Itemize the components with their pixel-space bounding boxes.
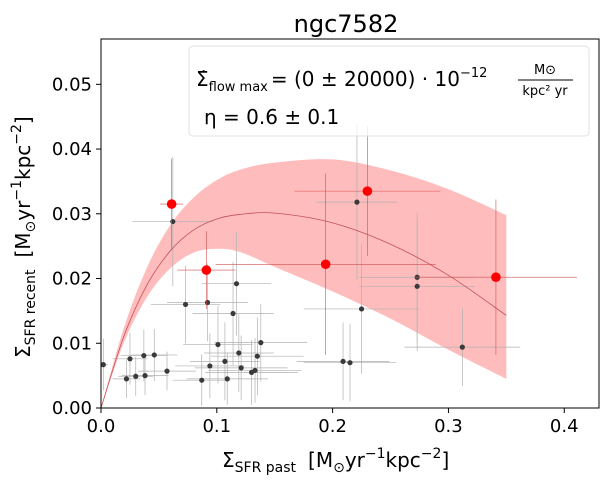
legend-annotation: Σ̇flow max = (0 ± 20000) · 10−12 M⊙ kpc² … bbox=[188, 45, 590, 137]
annotation-box bbox=[188, 45, 590, 137]
x-tick-label: 0.1 bbox=[202, 416, 231, 437]
x-label-kpc: kpc bbox=[386, 448, 421, 472]
region-point bbox=[354, 199, 360, 205]
y-axis-label: ΣSFR recent [M⊙yr−1kpc−2] bbox=[9, 116, 39, 358]
region-point bbox=[414, 283, 420, 289]
y-label-yr: yr bbox=[11, 200, 35, 221]
region-point bbox=[170, 218, 176, 225]
region-point bbox=[258, 340, 264, 346]
y-label-kpc-exp: −2 bbox=[9, 124, 25, 145]
x-label-yr: yr bbox=[345, 448, 366, 472]
region-point bbox=[347, 360, 353, 366]
y-tick-label: 0.00 bbox=[52, 398, 92, 419]
region-point bbox=[238, 365, 244, 371]
binned-point bbox=[491, 272, 501, 283]
x-label-sub: SFR past bbox=[235, 460, 297, 476]
region-point bbox=[133, 373, 139, 379]
region-point bbox=[141, 352, 147, 359]
region-point bbox=[459, 344, 465, 350]
y-label-sub: SFR recent bbox=[23, 269, 39, 345]
x-label-sun-sub: ⊙ bbox=[333, 460, 345, 476]
x-label-kpc-exp: −2 bbox=[421, 446, 442, 462]
region-point bbox=[230, 310, 236, 317]
region-point bbox=[199, 377, 205, 383]
y-tick-label: 0.03 bbox=[52, 204, 92, 225]
x-tick-label: 0.0 bbox=[87, 416, 116, 437]
region-point bbox=[215, 341, 221, 348]
region-point bbox=[233, 281, 240, 287]
x-tick-label: 0.4 bbox=[550, 416, 579, 437]
region-point bbox=[222, 358, 228, 364]
x-label-units-open: [M bbox=[308, 448, 333, 472]
annotation-equation: = (0 ± 20000) · 10 bbox=[271, 67, 460, 91]
region-point bbox=[151, 352, 157, 358]
model-uncertainty-band bbox=[101, 159, 507, 408]
annotation-symbol: Σ̇ bbox=[196, 67, 209, 91]
region-point bbox=[142, 373, 148, 379]
region-point bbox=[252, 367, 258, 374]
x-axis-label: ΣSFR past [M⊙yr−1kpc−2] bbox=[222, 446, 449, 476]
x-label-symbol: Σ bbox=[222, 448, 235, 472]
region-point bbox=[358, 306, 365, 312]
region-point bbox=[224, 376, 230, 382]
region-point bbox=[254, 353, 260, 359]
region-point bbox=[204, 299, 211, 306]
region-point bbox=[101, 362, 106, 368]
region-point bbox=[340, 358, 346, 364]
model-curve bbox=[101, 212, 507, 408]
y-tick-label: 0.01 bbox=[52, 333, 92, 354]
region-point bbox=[207, 363, 213, 369]
x-tick-label: 0.3 bbox=[434, 416, 463, 437]
axis-ticks: 0.0 0.1 0.2 0.3 0.4 0.00 0.01 0.02 0.03 0.04 0.05 bbox=[52, 74, 579, 437]
y-label-symbol: Σ bbox=[11, 345, 35, 358]
region-point bbox=[182, 301, 189, 308]
binned-point bbox=[201, 265, 212, 275]
annotation-frac-den: kpc² yr bbox=[522, 84, 568, 99]
annotation-subscript: flow max bbox=[209, 80, 269, 95]
y-tick-label: 0.05 bbox=[52, 74, 92, 95]
annotation-line1: Σ̇flow max = (0 ± 20000) · 10−12 bbox=[196, 66, 487, 95]
axes-frame bbox=[100, 38, 600, 409]
annotation-exponent: −12 bbox=[460, 66, 487, 81]
y-tick-label: 0.02 bbox=[52, 269, 92, 290]
annotation-line2: η = 0.6 ± 0.1 bbox=[204, 105, 339, 129]
y-label-sun-sub: ⊙ bbox=[23, 221, 39, 233]
binned-point bbox=[320, 259, 331, 270]
region-point bbox=[127, 356, 133, 362]
chart-title: ngc7582 bbox=[294, 10, 399, 38]
region-point bbox=[236, 350, 242, 356]
region-point bbox=[123, 376, 130, 382]
region-point bbox=[164, 368, 170, 374]
y-label-kpc: kpc bbox=[11, 145, 35, 180]
y-label-units-open: [M bbox=[11, 232, 35, 257]
x-tick-label: 0.2 bbox=[318, 416, 347, 437]
binned-point bbox=[166, 199, 177, 209]
binned-point bbox=[362, 186, 373, 196]
annotation-frac-num: M⊙ bbox=[534, 63, 556, 78]
x-label-yr-exp: −1 bbox=[365, 446, 386, 462]
y-label-yr-exp: −1 bbox=[9, 180, 25, 201]
plot-area bbox=[101, 124, 577, 408]
y-tick-label: 0.04 bbox=[52, 139, 92, 160]
y-label-units-close: ] bbox=[11, 116, 35, 124]
x-label-units-close: ] bbox=[441, 448, 449, 472]
